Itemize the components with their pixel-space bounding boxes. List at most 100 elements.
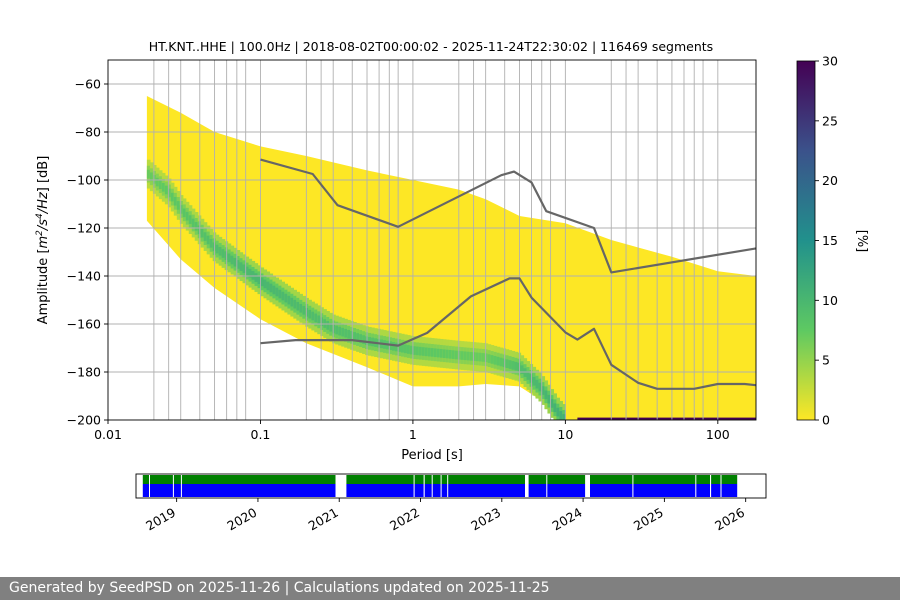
density-band-cell xyxy=(493,355,498,365)
colorbar-ticks: 0 5 10 15 20 25 30 xyxy=(815,54,838,428)
density-band-cell xyxy=(179,205,184,214)
density-band-cell xyxy=(272,285,277,295)
density-band-cell xyxy=(281,291,286,301)
density-band-cell xyxy=(326,321,330,330)
x-tick-label: 100 xyxy=(706,427,730,442)
density-band-cell xyxy=(194,222,199,231)
density-band-cell xyxy=(538,382,543,392)
density-band-cell xyxy=(227,253,232,263)
density-band-cell xyxy=(248,268,253,278)
grid-lines xyxy=(108,60,756,420)
density-band-cell xyxy=(460,351,465,360)
density-band-cell xyxy=(302,305,306,315)
x-axis-label: Period [s] xyxy=(401,448,463,463)
density-band-cell xyxy=(406,345,411,354)
psd-figure: HT.KNT..HHE | 100.0Hz | 2018-08-02T00:00… xyxy=(35,39,869,534)
density-band-cell xyxy=(400,343,405,353)
density-band-cell xyxy=(215,244,220,254)
availability-gaps xyxy=(149,475,722,497)
colorbar-tick-label: 20 xyxy=(822,173,838,188)
availability-tick-label: 2019 xyxy=(143,505,178,534)
density-band-cell xyxy=(556,407,560,417)
density-band-cell xyxy=(550,399,555,408)
density-band-cell xyxy=(487,354,492,363)
density-band-cell xyxy=(553,403,557,413)
density-band-cell xyxy=(353,332,357,341)
density-band-cell xyxy=(442,349,447,358)
colorbar-tick-label: 15 xyxy=(822,233,838,248)
density-band-cell xyxy=(329,322,333,332)
density-band-cell xyxy=(293,299,297,309)
availability-gap xyxy=(695,475,697,497)
density-band-cell xyxy=(496,356,501,366)
density-band-cell xyxy=(146,169,151,179)
density-band-cell xyxy=(412,346,417,355)
y-tick-label: −180 xyxy=(67,365,101,380)
density-floor-band xyxy=(577,417,756,420)
availability-tick-label: 2024 xyxy=(550,505,585,534)
density-band-cell xyxy=(173,196,178,206)
density-band-cell xyxy=(421,347,426,356)
availability-tick-label: 2020 xyxy=(224,505,259,534)
density-band-cell xyxy=(547,394,552,404)
density-band-cell xyxy=(451,350,456,359)
density-band-cell xyxy=(362,335,366,344)
colorbar-label: [%] xyxy=(854,230,869,253)
density-band-cell xyxy=(511,361,516,370)
density-band-cell xyxy=(161,182,166,192)
density-band-cell xyxy=(472,352,477,361)
density-band-cell xyxy=(254,273,259,282)
density-band-cell xyxy=(544,390,549,400)
density-band-cell xyxy=(508,360,513,369)
density-band-cell xyxy=(266,281,271,291)
density-band-cell xyxy=(305,307,309,317)
density-band-cell xyxy=(448,349,453,359)
colorbar-tick-label: 0 xyxy=(822,413,830,428)
density-band-cell xyxy=(284,293,288,303)
density-band-cell xyxy=(287,295,291,305)
density-band-cell xyxy=(263,279,268,289)
density-band-cell xyxy=(260,277,265,287)
density-band-cell xyxy=(520,365,525,374)
y-tick-label: −80 xyxy=(75,125,101,140)
density-band-cell xyxy=(475,352,480,362)
density-band-cell xyxy=(209,239,214,248)
density-band-cell xyxy=(469,351,474,361)
density-band-cell xyxy=(463,351,468,361)
availability-tick-label: 2023 xyxy=(468,505,503,534)
density-band-cell xyxy=(152,175,157,184)
density-band-cell xyxy=(206,235,211,245)
footer-text: Generated by SeedPSD on 2025-11-26 | Cal… xyxy=(9,580,550,596)
heatmap-layer xyxy=(108,60,756,420)
chart-title: HT.KNT..HHE | 100.0Hz | 2018-08-02T00:00… xyxy=(149,39,713,54)
availability-gap xyxy=(431,475,433,497)
density-band-cell xyxy=(338,326,342,336)
density-band-cell xyxy=(490,355,495,364)
high-noise-model-line xyxy=(260,158,756,274)
density-band-cell xyxy=(230,255,235,265)
noise-model-curves xyxy=(260,158,756,390)
density-band-cell xyxy=(203,232,208,241)
x-tick-label: 0.1 xyxy=(251,427,271,442)
colorbar xyxy=(796,60,816,421)
low-noise-model-line xyxy=(260,277,756,390)
availability-tick-label: 2026 xyxy=(712,505,747,534)
availability-gap xyxy=(149,475,150,497)
density-band-cell xyxy=(185,211,190,221)
density-band-cell xyxy=(526,371,531,380)
availability-gap xyxy=(447,475,449,497)
y-axis-label: Amplitude [m2/s4/Hz] [dB] xyxy=(35,156,51,325)
density-band-cell xyxy=(251,271,256,280)
availability-row-green xyxy=(142,475,738,484)
colorbar-tick-label: 30 xyxy=(822,54,838,69)
density-band-cell xyxy=(314,313,318,323)
availability-tick-label: 2021 xyxy=(306,505,341,534)
density-band-cell xyxy=(182,208,187,218)
density-band-cell xyxy=(176,201,181,210)
density-band-cell xyxy=(149,172,154,182)
density-band-cell xyxy=(167,188,172,198)
density-band-cell xyxy=(344,328,348,338)
availability-gap xyxy=(440,475,442,497)
density-band-cell xyxy=(514,361,519,371)
density-band-cell xyxy=(523,368,528,377)
